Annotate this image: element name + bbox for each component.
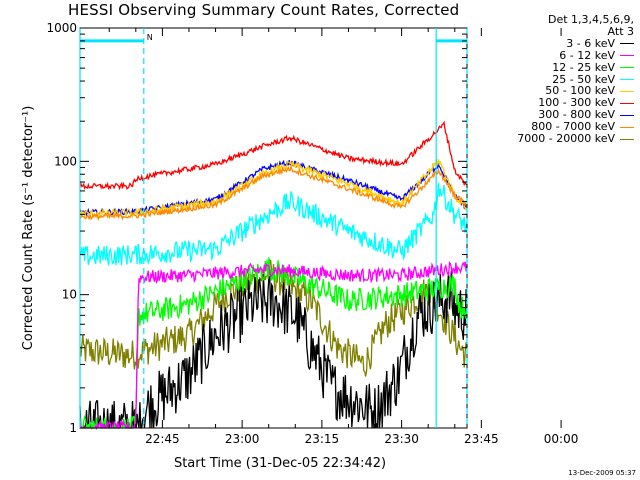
curves-layer xyxy=(79,120,468,431)
legend-swatch xyxy=(620,78,634,80)
y-tick-label: 1 xyxy=(69,421,77,435)
series-line-800-7000-kev xyxy=(79,164,468,222)
legend-label: 12 - 25 keV xyxy=(552,60,615,74)
legend-label: 7000 - 20000 keV xyxy=(517,132,615,146)
timestamp: 13-Dec-2009 05:37 xyxy=(568,469,636,477)
series-line-7000-20000-kev xyxy=(79,258,468,377)
legend-entry: 25 - 50 keV xyxy=(474,72,634,86)
legend-header-line: Det 1,3,4,5,6,9, xyxy=(547,13,634,26)
legend-label: 25 - 50 keV xyxy=(552,72,615,86)
legend-swatch xyxy=(620,90,634,92)
legend-header-line: Att 3 xyxy=(607,24,634,38)
y-axis-label: Corrected Count Rate (s⁻¹ detector⁻¹) xyxy=(21,106,36,351)
x-tick-label: 23:30 xyxy=(384,432,419,446)
legend: Det 1,3,4,5,6,9, Att 3 3 - 6 keV 6 - 12 ke… xyxy=(474,14,634,145)
legend-entry: 6 - 12 keV xyxy=(474,48,634,62)
legend-label: 3 - 6 keV xyxy=(566,36,615,50)
series-line-100-300-kev xyxy=(79,120,468,191)
x-tick-label: 23:00 xyxy=(225,432,260,446)
legend-swatch xyxy=(620,102,634,104)
legend-label: 300 - 800 keV xyxy=(538,108,615,122)
legend-label: 6 - 12 keV xyxy=(559,48,615,62)
legend-swatch xyxy=(620,67,634,69)
chart-title: HESSI Observing Summary Count Rates, Cor… xyxy=(68,1,460,19)
obs-bar-label: N xyxy=(147,33,153,42)
y-tick-label: 1000 xyxy=(46,21,77,35)
series-line-6-12-kev xyxy=(79,261,468,430)
axes-frame: N xyxy=(79,27,562,429)
legend-entry: 12 - 25 keV xyxy=(474,60,634,74)
legend-entry: 300 - 800 keV xyxy=(474,109,634,121)
legend-swatch xyxy=(620,138,634,140)
legend-label: 100 - 300 keV xyxy=(538,96,615,110)
legend-entry: 7000 - 20000 keV xyxy=(474,133,634,145)
tick-labels-layer: 22:45 23:00 23:15 23:30 23:45 00:00 1 10 100 1000 xyxy=(46,21,578,446)
y-tick-label: 100 xyxy=(54,154,77,168)
legend-entry: 800 - 7000 keV xyxy=(474,121,634,133)
legend-entry: 50 - 100 keV xyxy=(474,85,634,97)
legend-swatch xyxy=(620,43,634,45)
series-line-300-800-kev xyxy=(79,159,468,217)
x-tick-label: 23:15 xyxy=(305,432,340,446)
series-line-25-50-kev xyxy=(79,182,468,266)
y-tick-label: 10 xyxy=(62,288,77,302)
x-tick-label: 00:00 xyxy=(544,432,579,446)
legend-swatch xyxy=(620,126,634,128)
x-tick-label: 23:45 xyxy=(464,432,499,446)
legend-swatch xyxy=(620,55,634,57)
series-line-12-25-kev xyxy=(79,257,468,431)
legend-label: 50 - 100 keV xyxy=(545,84,615,98)
x-axis-label: Start Time (31-Dec-05 22:34:42) xyxy=(174,456,386,471)
legend-label: 800 - 7000 keV xyxy=(531,120,615,134)
legend-entry: 100 - 300 keV xyxy=(474,97,634,109)
legend-entry: 3 - 6 keV xyxy=(474,36,634,50)
x-tick-label: 22:45 xyxy=(145,432,180,446)
legend-swatch xyxy=(620,114,634,116)
